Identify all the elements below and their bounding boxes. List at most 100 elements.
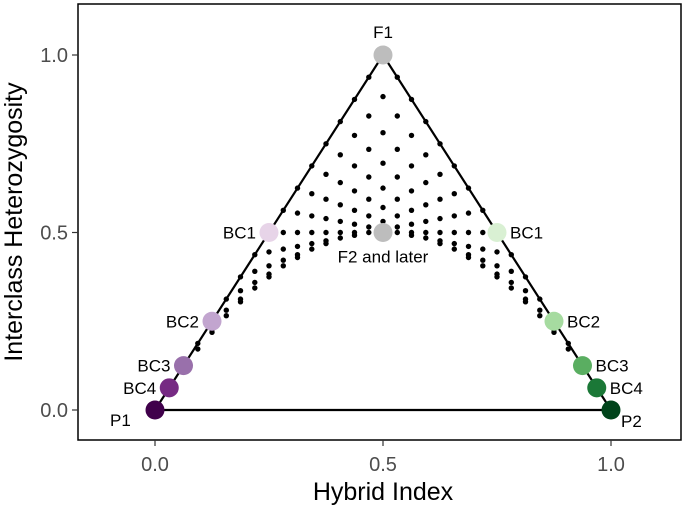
y-tick-label: 1.0 — [40, 45, 68, 67]
lattice-point — [437, 229, 443, 236]
lattice-point — [551, 329, 557, 335]
lattice-point — [437, 171, 443, 177]
lattice-point — [408, 188, 415, 194]
class-label: BC4 — [123, 379, 156, 398]
lattice-point — [309, 163, 315, 169]
lattice-point — [408, 163, 415, 169]
lattice-point — [323, 171, 329, 177]
lattice-point — [351, 96, 358, 103]
lattice-point — [323, 196, 329, 202]
class-label: BC2 — [567, 312, 600, 331]
lattice-point — [423, 235, 429, 241]
lattice-point — [480, 229, 486, 236]
class-label: BC1 — [510, 224, 543, 243]
lattice-point — [394, 229, 400, 236]
lattice-point — [366, 174, 372, 180]
lattice-point — [480, 207, 486, 213]
lattice-point — [522, 274, 529, 280]
lattice-point — [252, 285, 258, 291]
lattice-point — [508, 285, 514, 291]
lattice-point — [451, 191, 457, 197]
lattice-point — [451, 240, 457, 247]
lattice-point — [294, 254, 301, 261]
lattice-point — [366, 196, 372, 202]
class-point — [145, 400, 165, 420]
lattice-point — [537, 313, 543, 319]
lattice-point — [323, 240, 329, 247]
lattice-point — [280, 263, 286, 269]
lattice-point — [394, 113, 400, 119]
lattice-point — [380, 130, 386, 136]
lattice-point — [337, 235, 343, 241]
lattice-point — [494, 249, 500, 255]
lattice-point — [537, 307, 543, 313]
lattice-point — [423, 229, 429, 236]
lattice-point — [252, 252, 258, 258]
class-label: F1 — [373, 23, 393, 42]
class-label: BC3 — [137, 357, 170, 376]
y-tick-label: 0.0 — [40, 400, 68, 422]
lattice-point — [366, 213, 372, 219]
lattice-point — [337, 202, 343, 208]
class-point — [373, 223, 393, 242]
lattice-point — [294, 229, 301, 236]
lattice-point — [351, 232, 358, 238]
lattice-point — [394, 74, 400, 80]
lattice-point — [280, 229, 286, 236]
lattice-point — [266, 274, 272, 280]
lattice-point — [366, 224, 372, 230]
lattice-point — [351, 163, 358, 169]
lattice-point — [494, 263, 500, 269]
class-point — [601, 400, 621, 420]
lattice-point — [380, 218, 386, 225]
lattice-point — [195, 340, 201, 347]
lattice-point — [522, 288, 529, 294]
lattice-point — [437, 141, 443, 147]
lattice-point — [565, 346, 571, 352]
lattice-point — [380, 204, 386, 211]
lattice-point — [408, 221, 415, 227]
lattice-point — [408, 96, 415, 103]
lattice-point — [408, 207, 415, 213]
class-label: P2 — [621, 412, 642, 431]
lattice-point — [337, 118, 343, 125]
class-point — [259, 223, 279, 242]
lattice-point — [465, 243, 472, 250]
lattice-point — [394, 174, 400, 180]
lattice-point — [280, 246, 286, 252]
lattice-point — [423, 118, 429, 125]
lattice-point — [537, 296, 543, 302]
y-tick-label: 0.5 — [40, 223, 68, 245]
lattice-point — [394, 196, 400, 202]
lattice-point — [223, 296, 229, 302]
lattice-point — [480, 246, 486, 252]
lattice-point — [237, 299, 244, 305]
lattice-point — [437, 196, 443, 202]
lattice-point — [337, 179, 343, 186]
class-point — [202, 311, 222, 331]
lattice-point — [223, 313, 229, 319]
class-point — [487, 223, 507, 242]
class-label: BC2 — [166, 312, 199, 331]
lattice-point — [451, 163, 457, 169]
lattice-point — [309, 191, 315, 197]
lattice-point — [437, 240, 443, 247]
lattice-point — [465, 229, 472, 236]
lattice-point — [423, 218, 429, 225]
lattice-point — [394, 213, 400, 219]
lattice-point — [394, 146, 400, 152]
lattice-point — [323, 141, 329, 147]
lattice-point — [309, 240, 315, 247]
lattice-point — [309, 213, 315, 219]
axis-ticks: 0.0 0.5 1.0 0.0 0.5 1.0 — [40, 45, 625, 476]
lattice-point — [423, 202, 429, 208]
lattice-point — [451, 246, 457, 252]
lattice-point — [309, 229, 315, 236]
lattice-point — [480, 257, 486, 263]
lattice-point — [465, 254, 472, 261]
lattice-point — [494, 274, 500, 280]
class-point — [174, 356, 193, 376]
lattice-point — [195, 346, 201, 352]
lattice-point — [280, 257, 286, 263]
